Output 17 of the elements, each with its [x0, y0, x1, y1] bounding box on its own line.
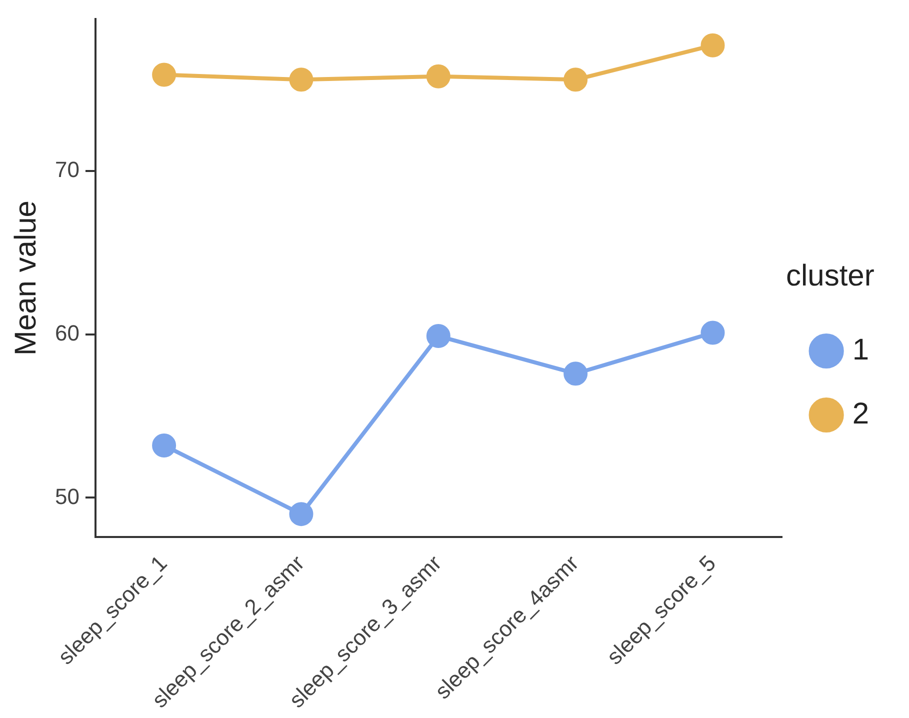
point: [700, 33, 725, 58]
legend-label: 2: [852, 397, 870, 430]
point: [426, 324, 450, 348]
y-tick-label: 60: [54, 320, 80, 346]
point: [426, 64, 450, 88]
y-tick-label: 50: [54, 484, 80, 509]
point: [564, 68, 588, 92]
y-tick-label: 70: [54, 157, 80, 182]
point: [564, 362, 588, 386]
point: [152, 433, 176, 458]
point: [289, 68, 314, 92]
legend-label: 1: [852, 333, 870, 366]
point: [152, 62, 176, 87]
point: [289, 502, 314, 526]
legend-title: cluster: [786, 259, 874, 292]
point: [700, 320, 725, 345]
y-axis-title: Mean value: [9, 200, 42, 356]
